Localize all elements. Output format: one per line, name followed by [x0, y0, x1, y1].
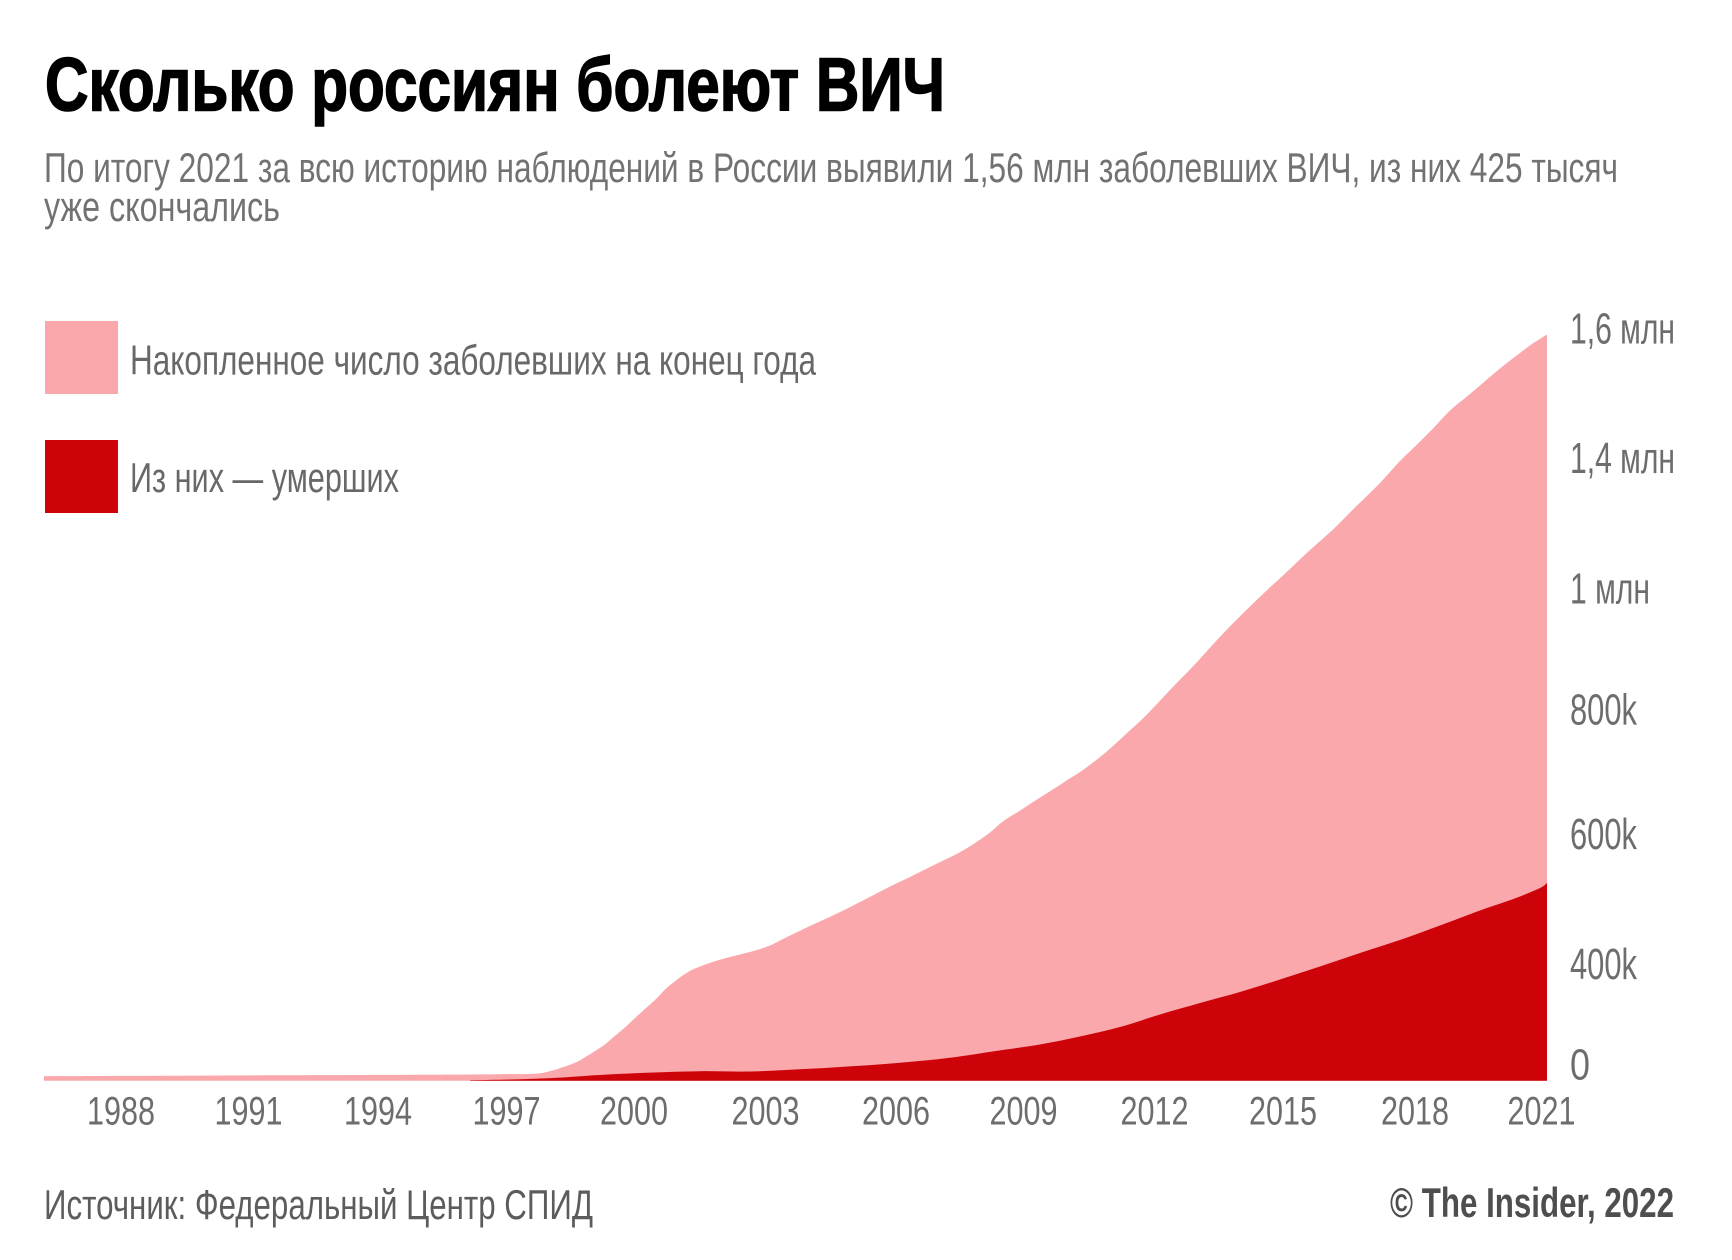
- svg-text:Сколько россиян болеют ВИЧ: Сколько россиян болеют ВИЧ: [45, 43, 945, 127]
- svg-text:2000: 2000: [600, 1090, 668, 1134]
- svg-text:1988: 1988: [87, 1090, 155, 1134]
- svg-text:2018: 2018: [1381, 1090, 1449, 1134]
- svg-text:400k: 400k: [1570, 940, 1638, 989]
- svg-text:© The Insider, 2022: © The Insider, 2022: [1390, 1179, 1674, 1226]
- svg-text:1997: 1997: [473, 1090, 541, 1134]
- svg-text:2021: 2021: [1508, 1090, 1576, 1134]
- svg-text:уже скончались: уже скончались: [44, 183, 280, 230]
- svg-text:2009: 2009: [990, 1090, 1058, 1134]
- svg-text:2006: 2006: [862, 1090, 930, 1134]
- svg-text:1,6 млн: 1,6 млн: [1570, 305, 1675, 354]
- svg-text:1 млн: 1 млн: [1570, 565, 1650, 614]
- svg-text:2015: 2015: [1249, 1090, 1317, 1134]
- svg-text:Накопленное число заболевших н: Накопленное число заболевших на конец го…: [130, 337, 816, 384]
- svg-text:1994: 1994: [344, 1090, 412, 1134]
- svg-text:2012: 2012: [1121, 1090, 1189, 1134]
- svg-text:0: 0: [1570, 1041, 1590, 1090]
- svg-text:Из них — умерших: Из них — умерших: [130, 454, 399, 501]
- svg-text:1,4 млн: 1,4 млн: [1570, 434, 1675, 483]
- svg-text:Источник: Федеральный Центр СП: Источник: Федеральный Центр СПИД: [44, 1181, 593, 1228]
- svg-text:2003: 2003: [732, 1090, 800, 1134]
- svg-text:По итогу 2021 за всю историю н: По итогу 2021 за всю историю наблюдений …: [44, 144, 1618, 191]
- svg-text:800k: 800k: [1570, 686, 1638, 735]
- svg-text:1991: 1991: [215, 1090, 283, 1134]
- svg-text:600k: 600k: [1570, 810, 1638, 859]
